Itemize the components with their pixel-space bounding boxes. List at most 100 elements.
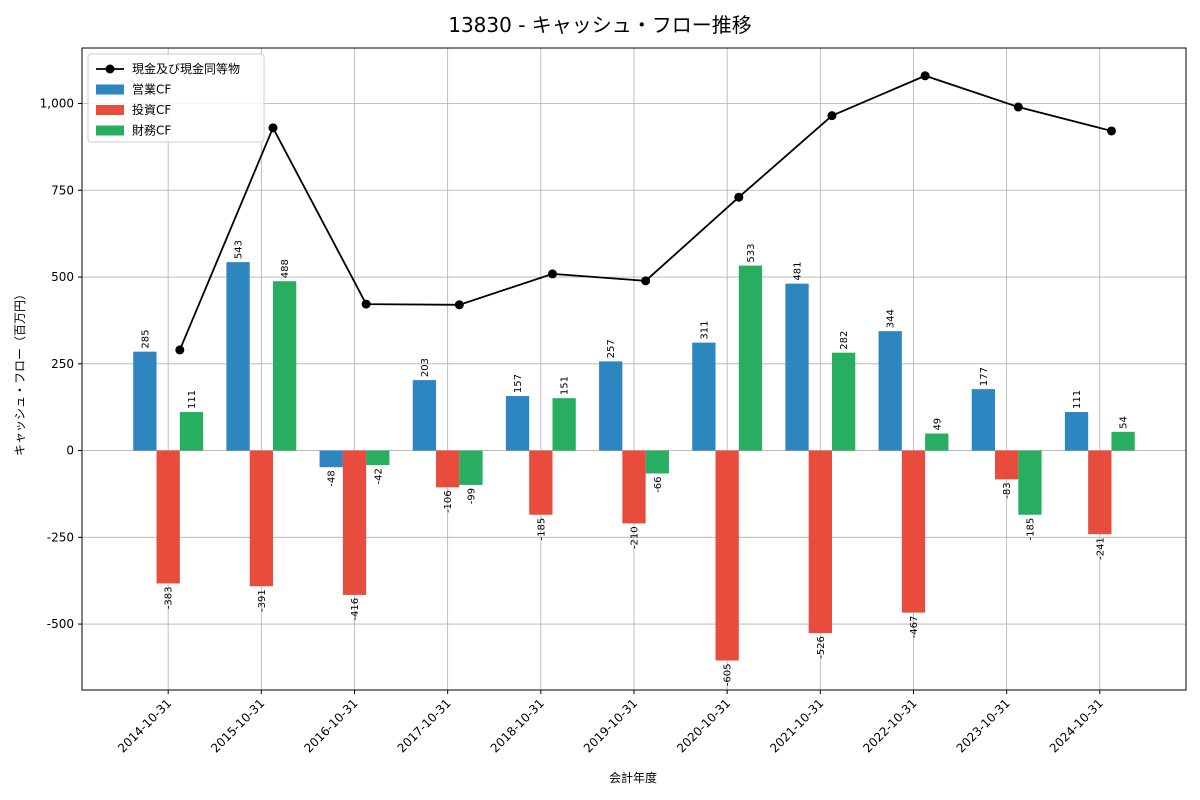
y-tick-label: -500	[47, 617, 74, 631]
cash-line-point	[641, 276, 651, 286]
bar-1	[412, 380, 437, 451]
bar-value-label: -383	[164, 586, 175, 609]
bar-labels: 285 543 -48 203 157 257 311 481 344 177 111 -383 -39…	[140, 240, 1129, 686]
bar-value-label: -391	[257, 589, 268, 612]
bar-value-label: -605	[723, 664, 734, 687]
bar-1	[505, 396, 530, 451]
bar-value-label: -241	[1095, 537, 1106, 560]
bar-3	[1111, 431, 1135, 451]
bar-1	[226, 262, 250, 451]
cash-line-point	[920, 71, 930, 81]
bar-2	[342, 450, 367, 595]
bar-value-label: 285	[140, 330, 151, 349]
bar-value-label: 177	[979, 367, 990, 386]
bar-value-label: 151	[560, 376, 571, 395]
bar-value-label: -106	[443, 490, 454, 513]
bar-2	[808, 450, 832, 634]
bar-value-label: 111	[1072, 390, 1083, 409]
bar-value-label: 543	[234, 240, 245, 259]
bar-value-label: 533	[746, 243, 757, 262]
bar-value-label: -42	[373, 468, 384, 484]
bar-value-label: 282	[839, 331, 850, 350]
bar-1	[971, 389, 996, 451]
bar-1	[319, 450, 343, 468]
bar-2	[529, 450, 553, 515]
bars	[133, 262, 1135, 661]
y-axis-label: キャッシュ・フロー（百万円）	[13, 288, 27, 456]
bar-value-label: -526	[816, 636, 827, 659]
bar-value-label: -467	[909, 616, 920, 639]
bar-3	[738, 265, 763, 451]
bar-value-label: 488	[280, 259, 291, 278]
cash-line-point	[734, 192, 744, 202]
y-tick-label: 500	[51, 270, 74, 284]
bar-value-label: -48	[327, 470, 338, 486]
bar-2	[1088, 450, 1112, 535]
cash-line-point	[175, 345, 185, 355]
bar-value-label: 111	[187, 390, 198, 409]
bar-3	[366, 450, 390, 466]
cash-line-point	[827, 111, 837, 121]
bar-value-label: -416	[350, 598, 361, 621]
bar-1	[878, 331, 902, 451]
bar-value-label: -210	[630, 526, 641, 549]
cash-line-point	[361, 299, 371, 309]
bar-value-label: 344	[886, 309, 897, 328]
bar-2	[995, 450, 1019, 480]
bar-value-label: 49	[932, 418, 943, 431]
bar-value-label: 257	[606, 339, 617, 358]
legend-label: 投資CF	[132, 102, 171, 117]
bar-2	[715, 450, 739, 661]
bar-1	[785, 283, 809, 451]
bar-value-label: -83	[1002, 482, 1013, 498]
bar-1	[599, 361, 623, 451]
bar-value-label: 203	[420, 358, 431, 377]
chart-title: 13830 - キャッシュ・フロー推移	[448, 13, 752, 37]
bar-3	[925, 433, 949, 451]
bar-1	[692, 342, 716, 451]
bar-3	[459, 450, 483, 485]
bar-3	[552, 398, 576, 451]
x-axis-label: 会計年度	[609, 770, 657, 785]
cash-line-point	[1013, 102, 1023, 112]
bar-value-label: -66	[653, 476, 664, 492]
bar-2	[249, 450, 273, 587]
legend-label: 営業CF	[132, 83, 171, 97]
bar-1	[133, 351, 157, 451]
bar-2	[436, 450, 460, 488]
bar-3	[272, 281, 297, 451]
legend-swatch	[96, 125, 124, 136]
y-tick-label: -250	[47, 530, 74, 544]
bar-3	[645, 450, 669, 474]
bar-2	[622, 450, 646, 524]
legend-box	[87, 53, 265, 143]
legend-label: 現金及び現金同等物	[132, 61, 240, 76]
bar-3	[179, 412, 204, 451]
cash-line	[175, 71, 1116, 355]
bar-2	[901, 450, 926, 613]
bar-2	[156, 450, 180, 584]
legend-swatch	[96, 105, 124, 115]
cash-line-point	[1106, 126, 1116, 136]
legend-label: 財務CF	[132, 123, 171, 138]
y-tick-label: 0	[66, 444, 74, 458]
bar-3	[1018, 450, 1042, 515]
legend-line-marker	[105, 64, 115, 74]
bar-value-label: 157	[513, 374, 524, 393]
bar-1	[1064, 412, 1089, 451]
y-tick-label: 1,000	[40, 97, 74, 111]
bar-value-label: -99	[466, 488, 477, 504]
bar-value-label: -185	[536, 518, 547, 541]
bar-value-label: 54	[1119, 416, 1130, 429]
legend-swatch	[96, 84, 124, 95]
bar-value-label: -185	[1025, 518, 1036, 541]
y-tick-label: 750	[51, 183, 74, 197]
bar-value-label: 481	[793, 262, 804, 281]
bar-3	[831, 352, 856, 451]
cash-line-point	[547, 269, 557, 279]
bar-value-label: 311	[699, 321, 710, 340]
cash-line-point	[268, 123, 278, 133]
y-tick-label: 250	[51, 357, 74, 371]
